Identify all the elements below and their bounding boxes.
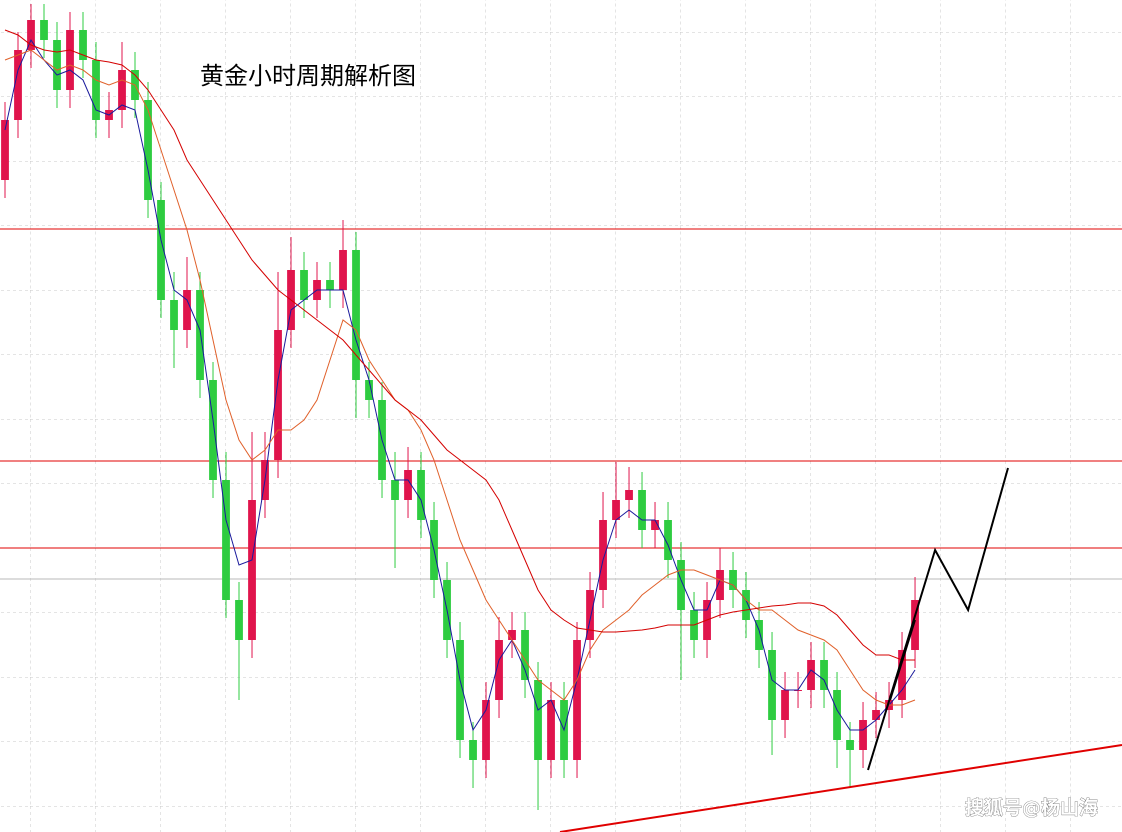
candle-body	[209, 380, 217, 480]
candle-body	[248, 500, 256, 640]
candle-body	[456, 640, 464, 740]
chart-title: 黄金小时周期解析图	[200, 62, 416, 90]
candle-body	[170, 300, 178, 330]
candle-body	[118, 70, 126, 110]
candle-body	[846, 740, 854, 750]
candle-body	[365, 380, 373, 400]
candle-body	[14, 50, 22, 120]
candle-body	[144, 100, 152, 200]
candle-body	[859, 720, 867, 750]
moving-average-line	[4, 29, 915, 661]
candle-body	[521, 630, 529, 680]
candle-body	[625, 490, 633, 500]
candle-body	[911, 600, 919, 650]
candle-body	[664, 520, 672, 560]
candle-body	[157, 200, 165, 300]
candle-body	[417, 470, 425, 520]
candle-body	[495, 640, 503, 700]
candle-body	[1, 120, 9, 180]
moving-average-line	[4, 49, 916, 706]
candle-body	[196, 290, 204, 380]
candle-body	[235, 600, 243, 640]
candle-body	[40, 20, 48, 40]
moving-average-line	[4, 38, 916, 732]
candle-body	[820, 660, 828, 690]
drawn-line	[889, 619, 916, 701]
candle-body	[742, 590, 750, 620]
candle-body	[222, 480, 230, 600]
candle-body	[339, 250, 347, 290]
candle-body	[92, 60, 100, 120]
candle-body	[807, 660, 815, 690]
candle-body	[482, 700, 490, 760]
candle-body	[599, 520, 607, 590]
candle-body	[534, 680, 542, 760]
candle-body	[781, 690, 789, 720]
drawn-line	[559, 744, 1122, 832]
candle-body	[651, 520, 659, 530]
candle-body	[508, 630, 516, 640]
candle-body	[833, 690, 841, 740]
watermark: 搜狐号@杨山海	[965, 796, 1098, 819]
candle-body	[768, 650, 776, 720]
candle-body	[638, 490, 646, 530]
candle-body	[573, 640, 581, 760]
candle-body	[53, 40, 61, 90]
candle-body	[404, 470, 412, 500]
candle-body	[352, 250, 360, 380]
candle-body	[716, 570, 724, 600]
candle-body	[326, 280, 334, 290]
candle-body	[274, 330, 282, 460]
candle-body	[183, 290, 191, 330]
candle-body	[469, 740, 477, 760]
candle-body	[898, 650, 906, 700]
candle-body	[66, 30, 74, 90]
candle-body	[729, 570, 737, 590]
candle-body	[872, 710, 880, 720]
candle-body	[547, 700, 555, 760]
candle-body	[586, 590, 594, 640]
candle-body	[755, 620, 763, 650]
candle-body	[677, 560, 685, 610]
candle-body	[612, 500, 620, 520]
candle-body	[79, 30, 87, 60]
candle-body	[27, 20, 35, 50]
candle-body	[391, 480, 399, 500]
plot-area	[0, 4, 1122, 832]
candle-body	[300, 270, 308, 300]
